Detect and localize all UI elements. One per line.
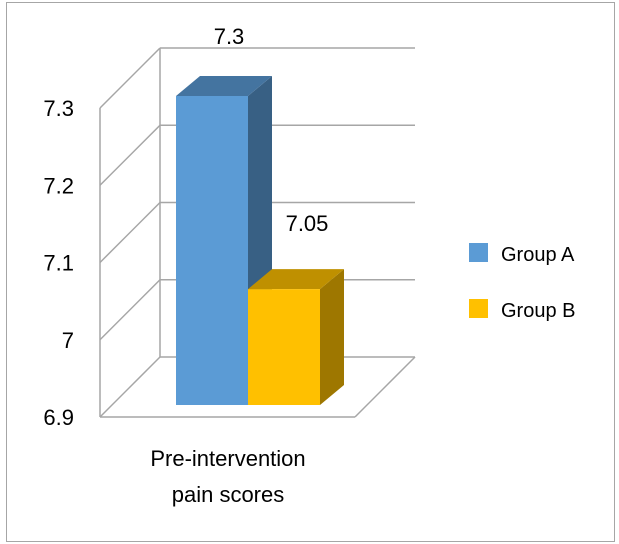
y-tick-label: 7.3 — [43, 96, 74, 121]
gridline-side — [99, 356, 161, 418]
y-tick-label: 7.2 — [43, 173, 74, 198]
bar-side-group-b — [320, 269, 344, 405]
legend-swatch-group-a — [469, 243, 488, 262]
data-labels: 7.3 7.05 — [214, 24, 329, 236]
bar-top-group-b — [248, 269, 344, 290]
y-tick-label: 6.9 — [43, 405, 74, 430]
gridline-side — [99, 201, 161, 264]
category-label-line: Pre-intervention — [150, 446, 305, 471]
category-label-line: pain scores — [172, 482, 285, 507]
bar-group-b — [248, 289, 320, 405]
bar-top-group-a — [176, 76, 272, 96]
legend-label-group-a: Group A — [501, 244, 575, 266]
y-tick-label: 7.1 — [43, 251, 74, 276]
bar-group-a — [176, 96, 248, 405]
legend: Group A Group B — [469, 243, 575, 322]
bars — [176, 76, 344, 405]
y-axis-ticks: 7.3 7.2 7.1 7 6.9 — [43, 96, 74, 430]
data-label-group-b: 7.05 — [286, 211, 329, 236]
data-label-group-a: 7.3 — [214, 24, 245, 49]
legend-swatch-group-b — [469, 299, 488, 318]
floor-right-edge — [354, 356, 416, 418]
y-tick-label: 7 — [62, 328, 74, 353]
category-label: Pre-intervention pain scores — [150, 446, 305, 507]
gridline-side — [99, 47, 161, 109]
legend-label-group-b: Group B — [501, 300, 575, 322]
gridline-side — [99, 124, 161, 186]
gridline-side — [99, 279, 161, 341]
